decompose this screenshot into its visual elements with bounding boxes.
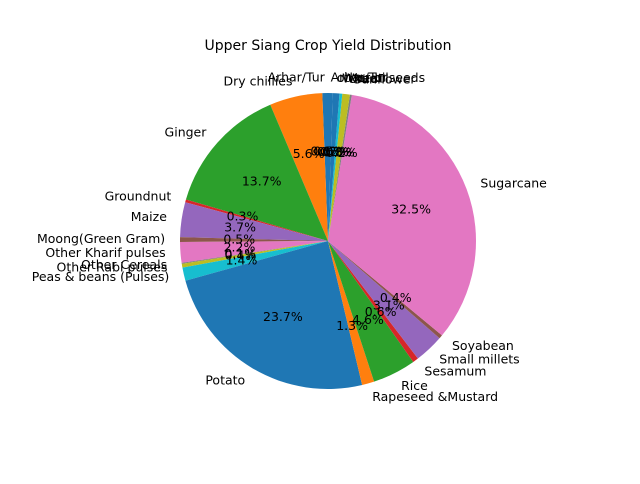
slice-percent-other-rabi-pulses-8: 0.4%	[225, 247, 257, 262]
pie-percent-labels: 0.6%5.6%13.7%0.3%3.7%0.5%2.2%0.1%0.4%1.4…	[223, 144, 431, 333]
slice-percent-rapeseed-mustard-11: 1.3%	[336, 318, 368, 333]
slice-percent-maize-4: 3.7%	[224, 220, 256, 235]
slice-label-moong-green-gram-5: Moong(Green Gram)	[37, 231, 165, 246]
slice-label-dry-chillies-1: Dry chillies	[223, 74, 292, 89]
pie-slice-groundnut-3	[185, 199, 328, 241]
pie-slice-moong-green-gram-5	[179, 237, 328, 242]
slice-label-other-oilseeds-20: other oilseeds	[337, 70, 425, 85]
slice-percent-ginger-2: 13.7%	[242, 174, 282, 189]
slice-percent-dry-chillies-1: 5.6%	[293, 146, 325, 161]
slice-label-soyabean-15: Soyabean	[452, 338, 514, 353]
slice-label-potato-10: Potato	[205, 373, 245, 388]
slice-label-sugarcane-16: Sugarcane	[480, 175, 547, 190]
slice-label-wheat-19: Wheat	[342, 70, 383, 85]
slice-percent-potato-10: 23.7%	[263, 309, 303, 324]
pie-slice-urad-18	[328, 93, 350, 241]
slice-label-rapeseed-mustard-11: Rapeseed &Mustard	[372, 389, 498, 404]
slice-label-sesamum-13: Sesamum	[424, 364, 486, 379]
chart-title: Upper Siang Crop Yield Distribution	[205, 38, 452, 54]
slice-label-other-kharif-pulses-6: Other Kharif pulses	[45, 245, 165, 260]
slice-label-maize-4: Maize	[131, 209, 167, 224]
slice-label-small-millets-14: Small millets	[439, 351, 519, 366]
pie-slice-other-cereals-7	[181, 241, 328, 264]
slice-label-rice-12: Rice	[401, 378, 428, 393]
slice-percent-rice-12: 4.6%	[352, 312, 384, 327]
pie-slice-dry-chillies-1	[270, 93, 328, 241]
slice-percent-small-millets-14: 3.1%	[373, 297, 405, 312]
slice-percent-sesamum-13: 0.6%	[365, 304, 397, 319]
slice-percent-soyabean-15: 0.4%	[380, 290, 412, 305]
slice-percent-other-kharif-pulses-6: 2.2%	[224, 239, 256, 254]
pie-slice-potato-10	[185, 241, 363, 389]
pie-slice-other-kharif-pulses-6	[180, 241, 328, 263]
slice-percent-peas-beans-pulses-9: 1.4%	[226, 252, 258, 267]
slice-label-sunflower-17: Sunflower	[353, 72, 416, 87]
slice-percent-other-oilseeds-20: 0.7%	[317, 144, 349, 159]
pie-slice-other-oilseeds-20	[328, 93, 340, 241]
pie-slice-sunflower-17	[328, 94, 352, 241]
pie-slice-wheat-19	[328, 93, 343, 241]
slice-label-arhar-tur-0: Arhar/Tur	[268, 70, 326, 85]
pie-slice-small-millets-14	[328, 241, 440, 359]
pie-slice-sesamum-13	[328, 241, 418, 362]
slice-label-arhar-tur-21: Arhar/Tur	[331, 70, 389, 85]
slice-percent-moong-green-gram-5: 0.5%	[223, 232, 255, 247]
slice-percent-sugarcane-16: 32.5%	[391, 201, 431, 216]
slice-label-other-cereals-7: Other Cereals	[81, 257, 167, 272]
pie-slice-ginger-2	[185, 104, 328, 241]
pie-slice-rice-12	[328, 241, 414, 382]
slice-label-ginger-2: Ginger	[165, 124, 208, 139]
slice-percent-sunflower-17: 0.2%	[326, 145, 358, 160]
slice-percent-urad-18: 0.8%	[323, 144, 355, 159]
pie-slice-peas-beans-pulses-9	[182, 241, 328, 281]
slice-label-other-rabi-pulses-8: Other Rabi pulses	[57, 260, 168, 275]
slice-percent-arhar-tur-0: 0.6%	[310, 144, 342, 159]
slice-percent-other-cereals-7: 0.1%	[224, 246, 256, 261]
pie-slices	[179, 93, 477, 389]
slice-percent-arhar-tur-21: 0.5%	[314, 144, 346, 159]
slice-label-groundnut-3: Groundnut	[105, 188, 172, 203]
pie-slice-other-rabi-pulses-8	[181, 241, 328, 268]
pie-slice-rapeseed-mustard-11	[328, 241, 375, 386]
slice-label-urad-18: Urad	[348, 71, 378, 86]
pie-slice-sugarcane-16	[328, 94, 477, 336]
pie-slice-arhar-tur-0	[322, 93, 328, 241]
slice-label-peas-beans-pulses-9: Peas & beans (Pulses)	[32, 269, 170, 284]
pie-slice-arhar-tur-21	[328, 93, 333, 241]
pie-slice-maize-4	[180, 202, 328, 241]
slice-percent-groundnut-3: 0.3%	[227, 208, 259, 223]
pie-slice-soyabean-15	[328, 241, 442, 339]
slice-percent-wheat-19: 0.3%	[320, 144, 352, 159]
